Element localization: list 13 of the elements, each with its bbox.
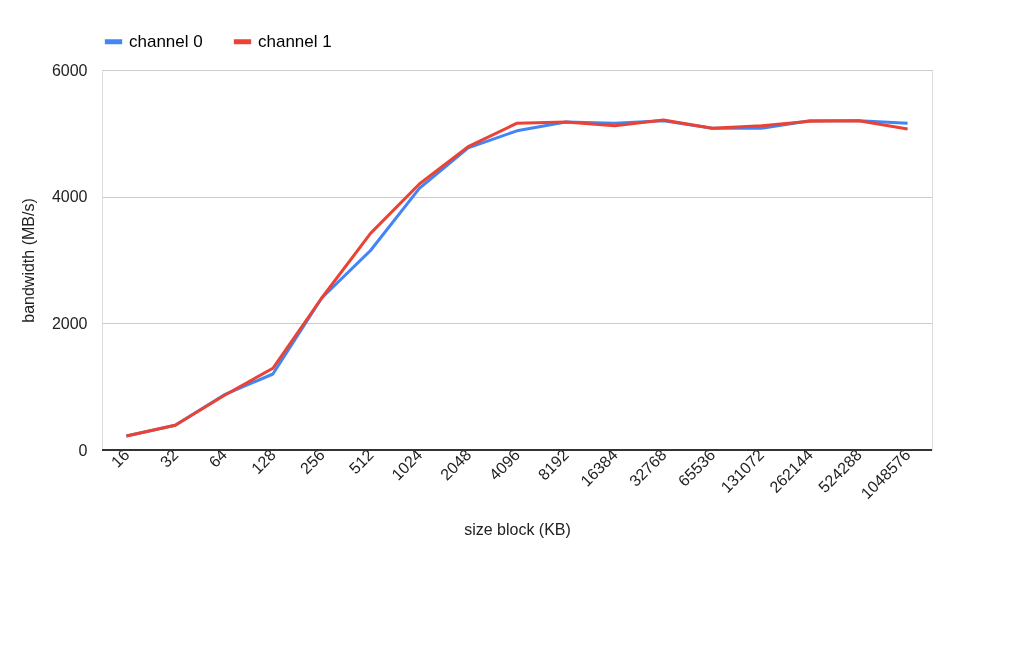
legend-label: channel 0 — [129, 31, 203, 51]
y-tick-label: 0 — [78, 441, 88, 459]
x-tick-label: 512 — [345, 446, 377, 478]
x-tick-label: 64 — [205, 446, 231, 471]
y-axis-title: bandwidth (MB/s) — [19, 198, 37, 323]
x-tick-label: 128 — [248, 446, 280, 478]
x-tick-label: 32 — [156, 446, 182, 471]
y-tick-label: 2000 — [51, 314, 88, 332]
legend-label: channel 1 — [258, 31, 332, 51]
y-tick-label: 6000 — [51, 61, 88, 79]
x-axis-title: size block (KB) — [464, 521, 571, 539]
y-tick-label: 4000 — [51, 188, 88, 206]
x-tick-label: 256 — [296, 446, 328, 478]
